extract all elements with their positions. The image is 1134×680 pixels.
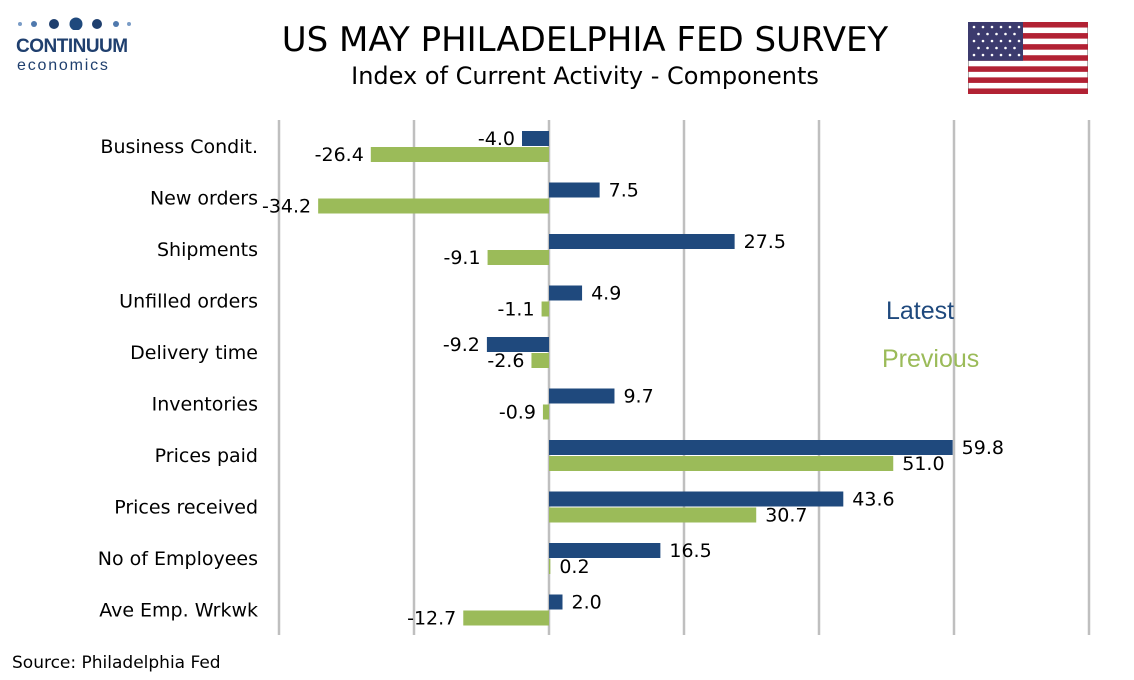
data-label: 0.2 — [559, 556, 589, 578]
logo-tagline: economics — [17, 57, 110, 74]
data-label: -2.6 — [487, 350, 524, 372]
data-label: 4.9 — [591, 283, 621, 305]
bar-latest — [549, 285, 583, 301]
data-label: 51.0 — [902, 453, 944, 475]
data-label: 30.7 — [765, 505, 807, 527]
logo-wordmark: CONTINUUM — [16, 36, 128, 57]
bar-previous — [549, 559, 551, 574]
data-label: -0.9 — [499, 402, 536, 424]
bar-previous — [370, 147, 549, 162]
bar-previous — [549, 507, 757, 523]
bar-latest — [549, 234, 735, 249]
bar-previous — [531, 353, 549, 368]
legend-previous: Previous — [882, 345, 979, 373]
category-label: Unfilled orders — [119, 291, 258, 313]
data-label: 27.5 — [744, 231, 786, 253]
bar-latest — [549, 594, 563, 610]
category-label: Business Condit. — [100, 136, 258, 158]
data-label: 7.5 — [609, 180, 639, 202]
bar-latest — [522, 131, 549, 146]
data-label: 59.8 — [962, 437, 1004, 459]
bar-latest — [549, 388, 615, 404]
bar-previous — [541, 301, 549, 317]
category-label: Inventories — [152, 394, 258, 416]
category-label: Prices received — [114, 497, 258, 519]
category-label: Delivery time — [130, 342, 258, 364]
data-label: -1.1 — [497, 299, 534, 321]
category-label: No of Employees — [98, 548, 258, 570]
bar-latest — [549, 440, 953, 455]
chart-title: US MAY PHILADELPHIA FED SURVEY — [281, 20, 889, 60]
data-label: 43.6 — [852, 489, 894, 511]
data-label: 2.0 — [572, 592, 602, 614]
category-label: Shipments — [157, 239, 258, 261]
continuum-logo: CONTINUUM economics — [14, 14, 134, 76]
bar-latest — [549, 491, 844, 507]
category-label: New orders — [150, 188, 258, 210]
bar-previous — [318, 198, 549, 214]
legend-latest: Latest — [886, 297, 954, 325]
bar-latest — [486, 337, 549, 352]
us-flag-icon — [968, 22, 1088, 94]
logo-dots-icon — [18, 17, 131, 30]
data-label: -9.1 — [443, 247, 480, 269]
category-label: Prices paid — [155, 445, 258, 467]
data-label: -4.0 — [478, 128, 515, 150]
bar-previous — [549, 456, 894, 471]
category-label: Ave Emp. Wrkwk — [99, 600, 258, 622]
data-label: 9.7 — [623, 386, 653, 408]
bar-previous — [487, 250, 549, 265]
chart-subtitle: Index of Current Activity - Components — [351, 62, 819, 90]
data-label: 16.5 — [669, 540, 711, 562]
data-label: -9.2 — [443, 334, 480, 356]
data-label: -12.7 — [407, 608, 456, 630]
source-note: Source: Philadelphia Fed — [12, 653, 221, 673]
data-label: -26.4 — [315, 144, 364, 166]
bar-previous — [542, 404, 549, 420]
data-label: -34.2 — [262, 196, 311, 218]
bar-latest — [549, 543, 661, 558]
bar-latest — [549, 182, 600, 198]
bar-previous — [463, 610, 549, 626]
